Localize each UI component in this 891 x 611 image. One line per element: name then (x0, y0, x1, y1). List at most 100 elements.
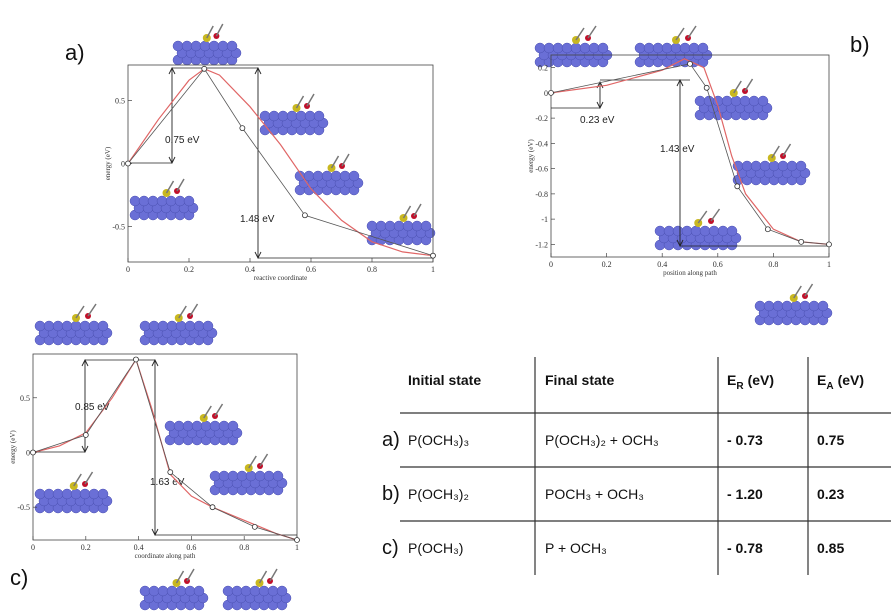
x-tick-label: 0.6 (186, 543, 196, 552)
surface-atom (158, 586, 168, 596)
surface-atom (173, 41, 183, 51)
surface-atom (184, 196, 194, 206)
surface-atom (185, 586, 195, 596)
y-axis-label: energy (eV) (527, 139, 535, 173)
header-unit: (eV) (748, 372, 774, 388)
data-point (31, 450, 36, 455)
surface-atom (80, 489, 90, 499)
y-tick-label: -0.5 (17, 503, 30, 512)
x-tick-label: 1 (431, 265, 435, 274)
data-point (799, 239, 804, 244)
surface-atom (228, 471, 238, 481)
surface-atom (704, 96, 714, 106)
surface-atom (182, 41, 192, 51)
row-label: a) (382, 429, 400, 451)
surface-atom (571, 43, 581, 53)
surface-atom (778, 161, 788, 171)
surface-atom (140, 586, 150, 596)
table-cell: 0.75 (817, 432, 844, 448)
surface-atom (201, 421, 211, 431)
surface-atom (165, 421, 175, 431)
surface-atom (194, 586, 204, 596)
data-point (202, 66, 207, 71)
surface-atom (664, 226, 674, 236)
surface-atom (209, 41, 219, 51)
surface-atom (218, 41, 228, 51)
surface-atom (682, 226, 692, 236)
surface-atom (191, 41, 201, 51)
header-symbol: E (727, 372, 736, 388)
surface-atom (553, 43, 563, 53)
surface-atom (192, 421, 202, 431)
surface-atom (385, 221, 395, 231)
surface-atom (219, 471, 229, 481)
x-tick-label: 0.8 (239, 543, 249, 552)
table-cell: 0.23 (817, 486, 844, 502)
surface-atom (287, 111, 297, 121)
surface-atom (314, 111, 324, 121)
surface-atom (718, 226, 728, 236)
energy-annotation: 0.23 eV (580, 115, 615, 126)
data-point (549, 90, 554, 95)
y-tick-label: 0 (544, 89, 548, 98)
surface-atom (200, 41, 210, 51)
surface-atom (800, 301, 810, 311)
surface-atom (269, 111, 279, 121)
surface-atom (183, 421, 193, 431)
table-header: Final state (545, 372, 614, 388)
surface-atom (130, 196, 140, 206)
y-tick-label: -0.8 (535, 190, 548, 199)
surface-atom (166, 196, 176, 206)
surface-atom (689, 43, 699, 53)
surface-atom (228, 421, 238, 431)
surface-atom (769, 161, 779, 171)
surface-atom (174, 421, 184, 431)
surface-atom (662, 43, 672, 53)
x-axis-label: reactive coordinate (254, 274, 307, 282)
y-tick-label: 0 (26, 448, 30, 457)
surface-atom (149, 321, 159, 331)
surface-atom (796, 161, 806, 171)
x-tick-label: 1 (295, 543, 299, 552)
surface-atom (731, 96, 741, 106)
table-header: Initial state (408, 372, 481, 388)
row-label: c) (382, 537, 399, 559)
data-point (210, 505, 215, 510)
surface-atom (259, 586, 269, 596)
surface-atom (89, 489, 99, 499)
surface-atom (773, 301, 783, 311)
table-cell: P(OCH₃)₂ (408, 486, 469, 502)
surface-atom (818, 301, 828, 311)
surface-atom (751, 161, 761, 171)
header-subscript: A (826, 381, 833, 392)
surface-atom (331, 171, 341, 181)
x-tick-label: 0.6 (306, 265, 316, 274)
surface-atom (782, 301, 792, 311)
surface-atom (367, 221, 377, 231)
data-point (431, 253, 436, 258)
surface-atom (167, 321, 177, 331)
y-tick-label: 0.5 (115, 96, 125, 105)
x-tick-label: 0.8 (768, 260, 778, 269)
x-tick-label: 1 (827, 260, 831, 269)
data-point (302, 213, 307, 218)
panel-label: b) (850, 32, 870, 57)
energy-annotation: 1.48 eV (240, 214, 275, 225)
surface-atom (349, 171, 359, 181)
surface-atom (210, 471, 220, 481)
surface-atom (71, 321, 81, 331)
x-tick-label: 0.8 (367, 265, 377, 274)
panel-label: c) (10, 565, 28, 590)
surface-atom (749, 96, 759, 106)
surface-atom (421, 221, 431, 231)
table-cell: P(OCH₃)₃ (408, 432, 469, 448)
surface-atom (227, 41, 237, 51)
x-axis-label: position along path (663, 269, 717, 277)
surface-atom (260, 111, 270, 121)
surface-atom (53, 489, 63, 499)
data-point (827, 242, 832, 247)
surface-atom (322, 171, 332, 181)
surface-atom (71, 489, 81, 499)
x-tick-label: 0.4 (657, 260, 667, 269)
x-tick-label: 0.2 (81, 543, 91, 552)
